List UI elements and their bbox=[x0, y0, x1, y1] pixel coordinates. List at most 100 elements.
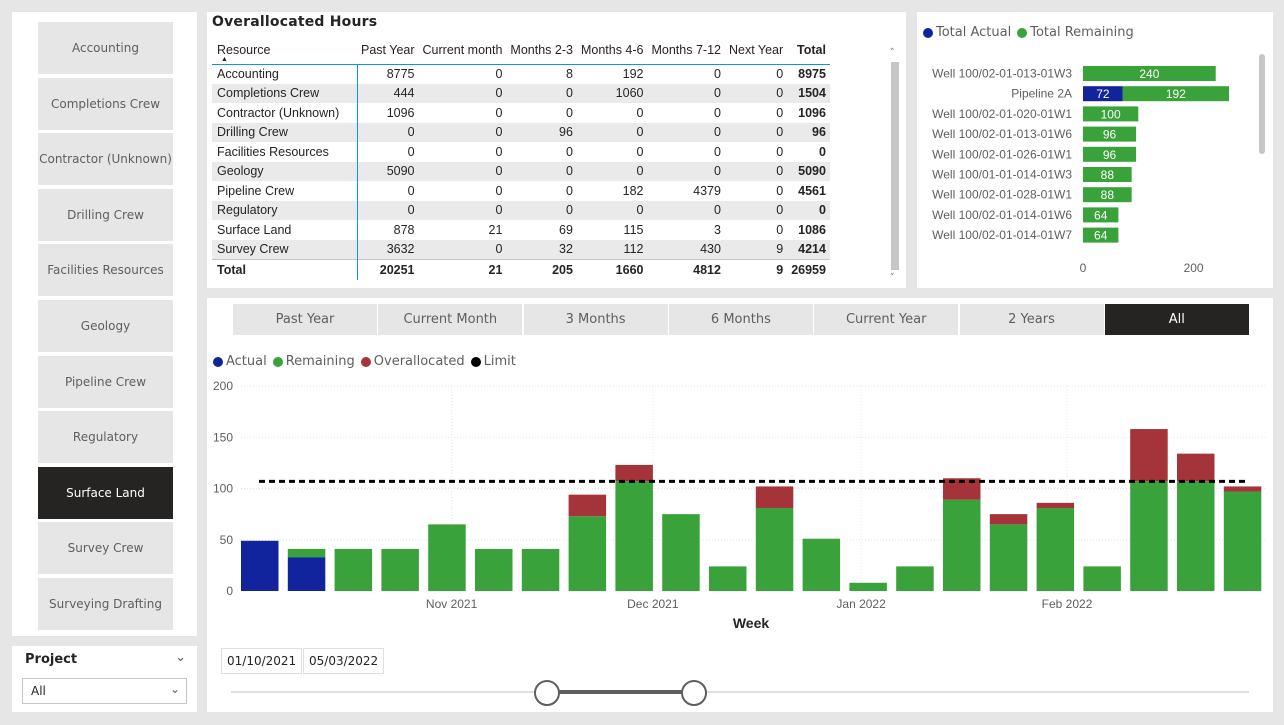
column-bar-remaining[interactable] bbox=[287, 548, 326, 558]
column-header-resource[interactable]: Resource ▲ bbox=[212, 37, 357, 65]
table-row[interactable]: Regulatory 0 0 0 0 0 0 0 bbox=[212, 200, 830, 220]
column-bar-remaining[interactable] bbox=[615, 481, 653, 591]
slicer-item-pipeline-crew[interactable]: Pipeline Crew bbox=[38, 355, 173, 408]
table-row[interactable]: Geology 5090 0 0 0 0 0 5090 bbox=[212, 161, 830, 181]
table-scrollbar[interactable]: ˄ ˅ bbox=[890, 48, 900, 283]
hbar-legend: Total Actual Total Remaining bbox=[923, 25, 1134, 40]
column-bar-actual[interactable] bbox=[287, 557, 326, 591]
end-date-input[interactable]: 05/03/2022 bbox=[303, 648, 385, 674]
chevron-down-icon[interactable]: ⌄ bbox=[175, 650, 186, 665]
column-header-months-2-3[interactable]: Months 2-3 bbox=[506, 37, 577, 65]
tab-past-year[interactable]: Past Year bbox=[233, 304, 377, 335]
column-bar-remaining[interactable] bbox=[568, 516, 607, 591]
column-bar-overallocated[interactable] bbox=[943, 478, 981, 500]
tab-current-month[interactable]: Current Month bbox=[378, 304, 523, 335]
hbar-bar-total-remaining[interactable] bbox=[1083, 126, 1137, 142]
slicer-item-drilling-crew[interactable]: Drilling Crew bbox=[38, 188, 173, 241]
column-bar-remaining[interactable] bbox=[381, 548, 419, 591]
column-header-months-4-6[interactable]: Months 4-6 bbox=[576, 37, 648, 65]
slicer-item-surveying-drafting[interactable]: Surveying Drafting bbox=[38, 578, 173, 630]
column-header-total[interactable]: Total bbox=[787, 37, 830, 65]
start-date-input[interactable]: 01/10/2021 bbox=[221, 648, 303, 674]
table-cell: 0 bbox=[418, 161, 507, 181]
hbar-bar-total-remaining[interactable] bbox=[1083, 207, 1119, 223]
column-bar-remaining[interactable] bbox=[428, 524, 466, 591]
tab-3-months[interactable]: 3 Months bbox=[523, 304, 668, 335]
column-bar-remaining[interactable] bbox=[1130, 481, 1168, 591]
total-cell: 4812 bbox=[647, 258, 725, 280]
hbar-bar-total-remaining[interactable] bbox=[1083, 187, 1132, 203]
scroll-up-icon[interactable]: ˄ bbox=[890, 48, 895, 58]
column-bar-overallocated[interactable] bbox=[568, 494, 607, 517]
project-select[interactable]: All ⌄ bbox=[22, 678, 187, 704]
column-bar-overallocated[interactable] bbox=[1223, 486, 1262, 492]
tab-current-year[interactable]: Current Year bbox=[814, 304, 959, 335]
row-label: Regulatory bbox=[212, 200, 358, 220]
column-bar-remaining[interactable] bbox=[802, 538, 841, 591]
slicer-item-facilities-resources[interactable]: Facilities Resources bbox=[38, 244, 173, 297]
slicer-item-surface-land[interactable]: Surface Land bbox=[38, 466, 173, 519]
column-bar-overallocated[interactable] bbox=[1177, 453, 1215, 482]
date-slider-track[interactable] bbox=[231, 691, 1249, 693]
table-row[interactable]: Drilling Crew 0 0 96 0 0 0 96 bbox=[212, 122, 830, 142]
slicer-item-regulatory[interactable]: Regulatory bbox=[38, 411, 173, 464]
column-bar-remaining[interactable] bbox=[943, 499, 981, 591]
column-bar-remaining[interactable] bbox=[989, 524, 1028, 591]
column-header-months-7-12[interactable]: Months 7-12 bbox=[647, 37, 725, 65]
column-bar-remaining[interactable] bbox=[1083, 566, 1121, 591]
date-slider-start-handle[interactable] bbox=[533, 680, 560, 706]
hbar-data-label: 88 bbox=[1101, 168, 1115, 182]
legend-dot-total-remaining bbox=[1017, 27, 1028, 38]
column-header-current-month[interactable]: Current month bbox=[418, 37, 507, 65]
hbar-scrollbar[interactable] bbox=[1259, 54, 1265, 154]
table-row[interactable]: Completions Crew 444 0 0 1060 0 0 1504 bbox=[212, 83, 830, 103]
slicer-item-survey-crew[interactable]: Survey Crew bbox=[38, 522, 173, 575]
scroll-down-icon[interactable]: ˅ bbox=[890, 273, 895, 283]
slicer-item-geology[interactable]: Geology bbox=[38, 300, 173, 352]
column-header-label: Months 7-12 bbox=[651, 43, 721, 58]
tab-6-months[interactable]: 6 Months bbox=[668, 304, 813, 335]
slicer-item-completions-crew[interactable]: Completions Crew bbox=[38, 77, 173, 130]
slicer-item-accounting[interactable]: Accounting bbox=[38, 22, 173, 74]
tab-2-years[interactable]: 2 Years bbox=[959, 304, 1104, 335]
column-bar-actual[interactable] bbox=[241, 540, 279, 591]
column-bar-remaining[interactable] bbox=[1223, 491, 1262, 591]
hbar-bar-total-actual[interactable] bbox=[1083, 86, 1123, 102]
column-bar-overallocated[interactable] bbox=[755, 486, 794, 508]
column-bar-remaining[interactable] bbox=[521, 548, 560, 591]
table-header-row: Resource ▲ Past Year Current month Months 2-… bbox=[212, 37, 830, 65]
column-bar-remaining[interactable] bbox=[849, 582, 887, 591]
table-row[interactable]: Survey Crew 3632 0 32 112 430 9 4214 bbox=[212, 239, 830, 259]
column-bar-remaining[interactable] bbox=[755, 507, 794, 591]
column-bar-remaining[interactable] bbox=[896, 566, 934, 591]
tab-all[interactable]: All bbox=[1104, 304, 1249, 335]
hbar-bar-total-remaining[interactable] bbox=[1122, 86, 1229, 102]
hbar-bar-total-remaining[interactable] bbox=[1083, 146, 1137, 162]
column-bar-remaining[interactable] bbox=[1036, 507, 1075, 591]
column-bar-remaining[interactable] bbox=[662, 514, 700, 591]
table-row[interactable]: Contractor (Unknown) 1096 0 0 0 0 0 1096 bbox=[212, 103, 830, 123]
column-bar-overallocated[interactable] bbox=[615, 464, 653, 482]
column-header-past-year[interactable]: Past Year bbox=[357, 37, 419, 65]
hbar-bar-total-remaining[interactable] bbox=[1083, 66, 1216, 81]
legend-dot-limit bbox=[470, 356, 481, 367]
column-bar-remaining[interactable] bbox=[1177, 481, 1215, 591]
table-row[interactable]: Accounting 8775 0 8 192 0 0 8975 bbox=[212, 64, 830, 84]
date-slider-end-handle[interactable] bbox=[681, 680, 708, 706]
column-header-next-year[interactable]: Next Year bbox=[724, 37, 788, 65]
slicer-item-contractor-unknown[interactable]: Contractor (Unknown) bbox=[38, 133, 173, 186]
table-scrollbar-thumb[interactable] bbox=[891, 62, 899, 270]
table-row[interactable]: Surface Land 878 21 69 115 3 0 1086 bbox=[212, 220, 830, 240]
column-bar-overallocated[interactable] bbox=[1036, 502, 1075, 508]
hbar-bar-total-remaining[interactable] bbox=[1083, 106, 1139, 122]
table-row[interactable]: Pipeline Crew 0 0 0 182 4379 0 4561 bbox=[212, 181, 830, 201]
column-bar-remaining[interactable] bbox=[334, 548, 373, 591]
column-bar-remaining[interactable] bbox=[475, 548, 513, 591]
column-bar-remaining[interactable] bbox=[709, 566, 747, 591]
hbar-bar-total-remaining[interactable] bbox=[1083, 227, 1119, 243]
hbar-bar-total-remaining[interactable] bbox=[1083, 167, 1132, 182]
column-bar-overallocated[interactable] bbox=[1130, 429, 1168, 482]
table-row[interactable]: Facilities Resources 0 0 0 0 0 0 0 bbox=[212, 142, 830, 162]
hbar-data-label: 72 bbox=[1096, 87, 1110, 101]
column-bar-overallocated[interactable] bbox=[989, 514, 1028, 525]
